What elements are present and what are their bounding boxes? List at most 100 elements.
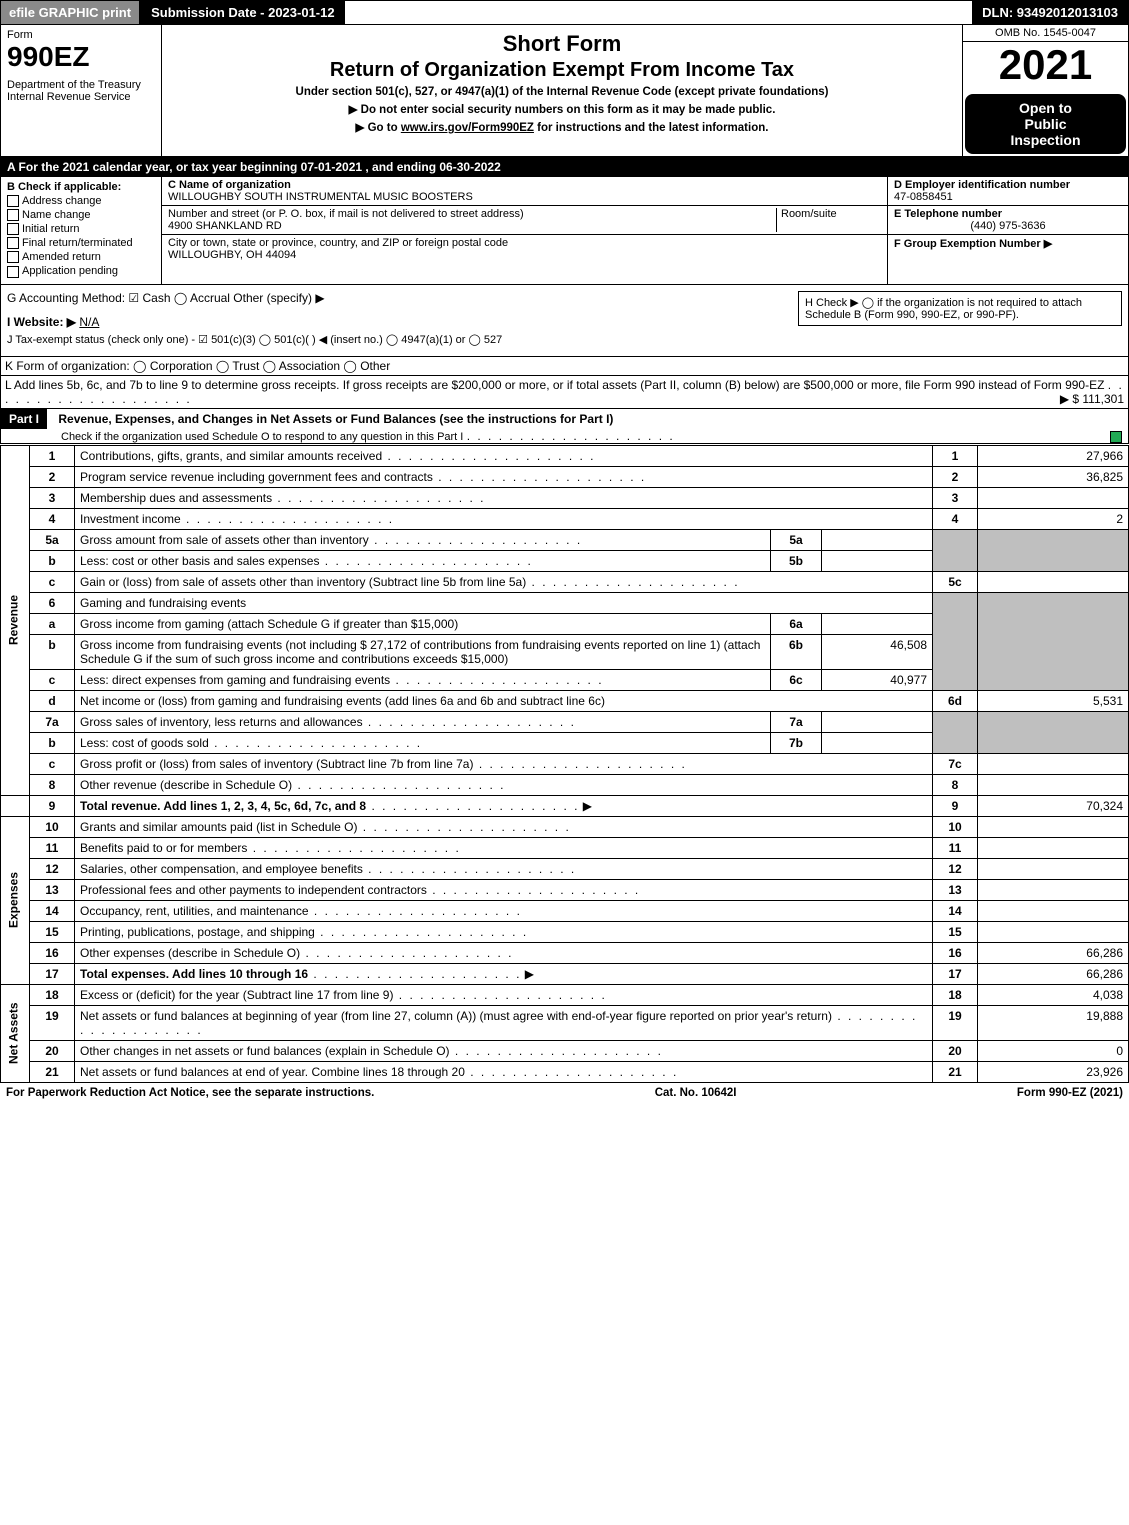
inner-box: 6c [771, 669, 822, 690]
line-text: Net assets or fund balances at end of ye… [80, 1065, 465, 1079]
table-row: 3 Membership dues and assessments 3 [1, 487, 1129, 508]
line-text: Program service revenue including govern… [80, 470, 433, 484]
inner-box: 6b [771, 634, 822, 669]
inner-val [822, 711, 933, 732]
chk-name-change[interactable]: Name change [7, 209, 155, 221]
street-value: 4900 SHANKLAND RD [168, 220, 282, 232]
subtitle: Under section 501(c), 527, or 4947(a)(1)… [170, 86, 954, 98]
line-no: 12 [30, 858, 75, 879]
header-center: Short Form Return of Organization Exempt… [162, 25, 962, 156]
table-row: c Gain or (loss) from sale of assets oth… [1, 571, 1129, 592]
line-text: Gross income from fundraising events (no… [80, 638, 760, 666]
col-c-org-info: C Name of organization WILLOUGHBY SOUTH … [162, 177, 887, 284]
line-no: 10 [30, 816, 75, 837]
line-ref: 1 [933, 445, 978, 466]
line-ref: 10 [933, 816, 978, 837]
city-row: City or town, state or province, country… [162, 235, 887, 284]
open-inspection-box: Open to Public Inspection [965, 94, 1126, 154]
line-no: c [30, 753, 75, 774]
line-no: 19 [30, 1005, 75, 1040]
chk-application-pending[interactable]: Application pending [7, 265, 155, 277]
side-expenses: Expenses [1, 816, 30, 984]
line-k: K Form of organization: ◯ Corporation ◯ … [0, 357, 1129, 376]
c-name-label: C Name of organization [168, 179, 291, 191]
chk-initial-return[interactable]: Initial return [7, 223, 155, 235]
tel-row: E Telephone number (440) 975-3636 [888, 206, 1128, 235]
tel-label: E Telephone number [894, 208, 1002, 220]
chk-final-return[interactable]: Final return/terminated [7, 237, 155, 249]
gray-cell [933, 592, 978, 690]
line-text: Gross profit or (loss) from sales of inv… [80, 757, 473, 771]
line-text: Gross amount from sale of assets other t… [80, 533, 369, 547]
section-bcd: B Check if applicable: Address change Na… [0, 177, 1129, 285]
chk-address-change[interactable]: Address change [7, 195, 155, 207]
open1: Open to [969, 100, 1122, 116]
note2-pre: ▶ Go to [356, 122, 401, 134]
line-amount [978, 753, 1129, 774]
table-row: 11 Benefits paid to or for members 11 [1, 837, 1129, 858]
tax-year: 2021 [963, 42, 1128, 92]
line-text: Excess or (deficit) for the year (Subtra… [80, 988, 393, 1002]
table-row: 19 Net assets or fund balances at beginn… [1, 1005, 1129, 1040]
footer-left: For Paperwork Reduction Act Notice, see … [6, 1087, 374, 1099]
ein-value: 47-0858451 [894, 191, 953, 203]
line-ref: 5c [933, 571, 978, 592]
part1-title: Revenue, Expenses, and Changes in Net As… [50, 412, 613, 426]
gray-cell [978, 592, 1129, 690]
part1-checkbox[interactable] [1110, 431, 1122, 443]
line-ref: 12 [933, 858, 978, 879]
note2-post: for instructions and the latest informat… [534, 122, 769, 134]
line-no: 2 [30, 466, 75, 487]
footer-center: Cat. No. 10642I [655, 1087, 737, 1099]
inner-val: 46,508 [822, 634, 933, 669]
line-ref: 3 [933, 487, 978, 508]
b-label: B Check if applicable: [7, 181, 121, 193]
table-row: 21 Net assets or fund balances at end of… [1, 1061, 1129, 1082]
line-amount: 36,825 [978, 466, 1129, 487]
page-footer: For Paperwork Reduction Act Notice, see … [0, 1083, 1129, 1103]
line-ref: 4 [933, 508, 978, 529]
line-amount [978, 858, 1129, 879]
line-no: 18 [30, 984, 75, 1005]
gray-cell [978, 711, 1129, 753]
line-no: 14 [30, 900, 75, 921]
line-text: Net income or (loss) from gaming and fun… [80, 694, 605, 708]
table-row: 17 Total expenses. Add lines 10 through … [1, 963, 1129, 984]
line-l: L Add lines 5b, 6c, and 7b to line 9 to … [0, 376, 1129, 409]
ein-label: D Employer identification number [894, 179, 1070, 191]
line-amount: 2 [978, 508, 1129, 529]
line-text: Total expenses. Add lines 10 through 16 [80, 967, 308, 981]
gray-cell [933, 529, 978, 571]
part1-label: Part I [1, 409, 47, 429]
org-name: WILLOUGHBY SOUTH INSTRUMENTAL MUSIC BOOS… [168, 191, 473, 203]
line-no: 5a [30, 529, 75, 550]
form-label: Form [7, 29, 155, 41]
efile-print-button[interactable]: efile GRAPHIC print [1, 1, 141, 24]
line-amount: 23,926 [978, 1061, 1129, 1082]
open3: Inspection [969, 132, 1122, 148]
table-row: 2 Program service revenue including gove… [1, 466, 1129, 487]
irs-link[interactable]: www.irs.gov/Form990EZ [401, 122, 534, 134]
line-text: Professional fees and other payments to … [80, 883, 427, 897]
gray-cell [978, 529, 1129, 571]
line-no: 4 [30, 508, 75, 529]
line-ref: 17 [933, 963, 978, 984]
tel-value: (440) 975-3636 [894, 220, 1122, 232]
line-text: Salaries, other compensation, and employ… [80, 862, 363, 876]
table-row: 7a Gross sales of inventory, less return… [1, 711, 1129, 732]
line-ref: 9 [933, 795, 978, 816]
line-amount: 4,038 [978, 984, 1129, 1005]
header-right: OMB No. 1545-0047 2021 Open to Public In… [962, 25, 1128, 156]
inner-box: 5a [771, 529, 822, 550]
chk-amended-return[interactable]: Amended return [7, 251, 155, 263]
line-no: c [30, 571, 75, 592]
h-box: H Check ▶ ◯ if the organization is not r… [798, 291, 1122, 326]
line-no: 8 [30, 774, 75, 795]
inner-val [822, 732, 933, 753]
mid-block: H Check ▶ ◯ if the organization is not r… [0, 285, 1129, 357]
footer-right: Form 990-EZ (2021) [1017, 1087, 1123, 1099]
inner-box: 6a [771, 613, 822, 634]
line-amount: 5,531 [978, 690, 1129, 711]
dots [467, 429, 675, 443]
street-label: Number and street (or P. O. box, if mail… [168, 208, 524, 220]
